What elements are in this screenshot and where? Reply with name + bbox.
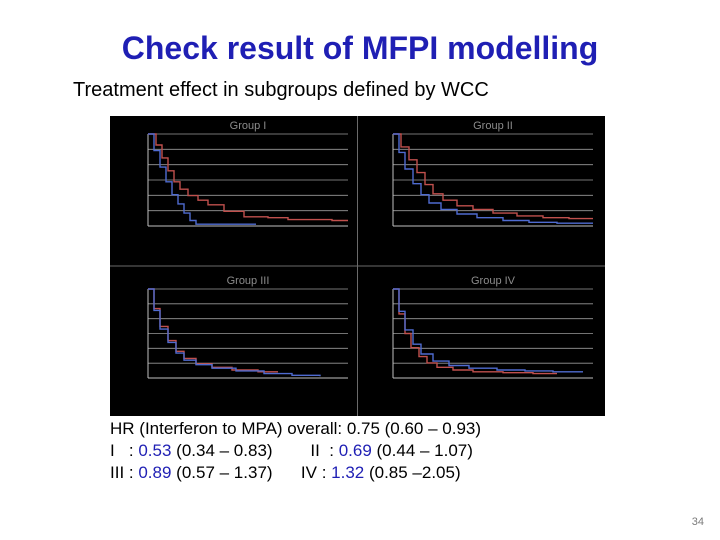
slide-title: Check result of MFPI modelling xyxy=(121,30,599,66)
hr-group-label: III : xyxy=(110,463,139,482)
panel-title: Group I xyxy=(230,120,267,132)
km-curve xyxy=(148,133,348,222)
panel-title: Group II xyxy=(473,120,513,132)
km-curve xyxy=(148,288,321,377)
km-curve xyxy=(393,133,593,220)
hr-group-ci: (0.44 – 1.07) xyxy=(371,441,473,460)
km-curve xyxy=(393,288,557,375)
km-plot-svg: Group I Group II Group III Group IV xyxy=(110,116,605,416)
panel-title: Group IV xyxy=(471,275,516,287)
hr-group-label: I : xyxy=(110,441,139,460)
hr-row-2: III : 0.89 (0.57 – 1.37) IV : 1.32 (0.85… xyxy=(110,462,481,484)
hr-group-ci: (0.57 – 1.37) xyxy=(171,463,273,482)
hr-overall: HR (Interferon to MPA) overall: 0.75 (0.… xyxy=(110,419,482,438)
km-curve xyxy=(393,133,593,224)
hr-group-value: 0.69 xyxy=(338,441,372,460)
hr-group-value: 0.53 xyxy=(138,441,172,460)
km-plot-grid: Group I Group II Group III Group IV xyxy=(110,116,605,416)
km-curve xyxy=(393,288,583,373)
page-number: 34 xyxy=(691,516,704,528)
hr-group-ci: (0.85 –2.05) xyxy=(364,463,461,482)
hr-summary: HR (Interferon to MPA) overall: 0.75 (0.… xyxy=(110,418,481,484)
slide-subtitle: Treatment effect in subgroups defined by… xyxy=(73,79,489,101)
hr-group-value: 0.89 xyxy=(138,463,172,482)
hr-row-1: I : 0.53 (0.34 – 0.83) II : 0.69 (0.44 –… xyxy=(110,440,481,462)
panel-title: Group III xyxy=(227,275,270,287)
hr-group-value: 1.32 xyxy=(331,463,365,482)
hr-group-label: IV : xyxy=(300,463,332,482)
hr-group-ci: (0.34 – 0.83) xyxy=(171,441,273,460)
km-curve xyxy=(148,133,256,225)
hr-group-label: II : xyxy=(310,441,339,460)
